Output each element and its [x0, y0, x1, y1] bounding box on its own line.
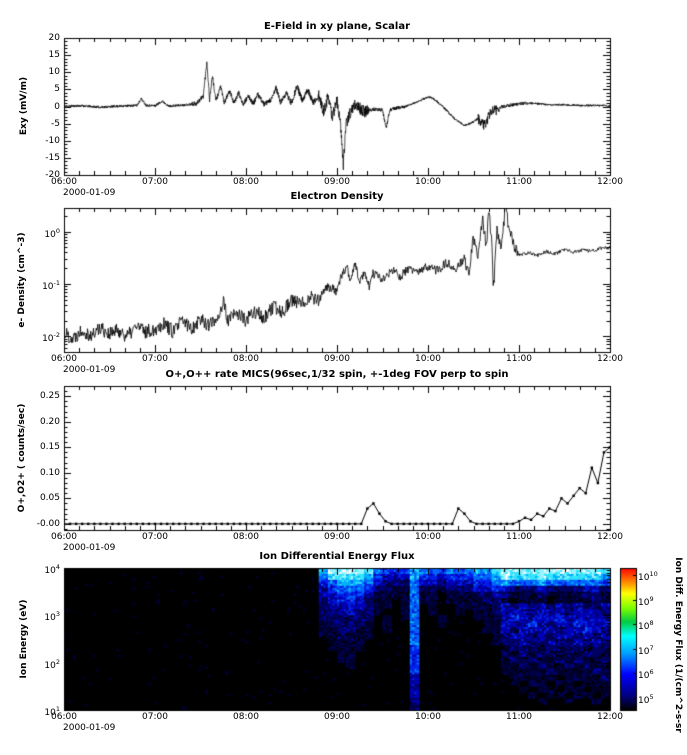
ion-rate-x-tick-label: 11:00 — [506, 532, 532, 542]
electron-density-y-tick-label: 100 — [44, 226, 60, 240]
colorbar-tick-label: 108 — [638, 619, 654, 633]
efield-x-tick-label: 10:00 — [415, 177, 441, 187]
efield-y-tick-label: -10 — [45, 135, 60, 146]
colorbar-tick-label: 107 — [638, 643, 654, 657]
ion-flux-y-tick-label: 101 — [44, 705, 60, 718]
ion-rate-y-tick-label: 0.10 — [39, 467, 60, 478]
ion-rate-x-tick-label: 10:00 — [415, 532, 441, 542]
ion-rate-y-tick-label: 0.15 — [39, 442, 60, 453]
colorbar-tick-label: 1010 — [638, 570, 658, 584]
ion-flux-x-tick-label: 09:00 — [324, 712, 350, 722]
efield-y-tick-label: -15 — [45, 152, 60, 163]
ion-flux-x-tick-label: 07:00 — [142, 712, 168, 722]
ion-rate-y-tick-label: 0.25 — [39, 391, 60, 402]
colorbar-axis-label: Ion Diff. Energy Flux (1/(cm^2-s-sr — [673, 557, 683, 733]
efield-x-tick-label: 08:00 — [233, 177, 259, 187]
efield-y-tick-label: -20 — [45, 170, 60, 180]
ion-flux-y-tick-label: 104 — [44, 563, 60, 576]
ion-rate-y-tick-label: 0.20 — [39, 416, 60, 427]
ion-rate-x-tick-label: 06:00 — [51, 532, 77, 542]
colorbar-tick-label: 105 — [638, 692, 654, 706]
ion-flux-x-tick-label: 08:00 — [233, 712, 259, 722]
efield-x-tick-label: 11:00 — [506, 177, 532, 187]
electron-density-x-tick-label: 12:00 — [597, 354, 623, 364]
efield-y-tick-label: 20 — [48, 33, 60, 43]
efield-title: E-Field in xy plane, Scalar — [263, 21, 411, 32]
efield-date-label: 2000-01-09 — [63, 188, 116, 198]
efield-y-tick-label: -5 — [51, 118, 60, 129]
ion-flux-x-tick-label: 10:00 — [415, 712, 441, 722]
efield-x-tick-label: 09:00 — [324, 177, 350, 187]
ion-rate-x-tick-label: 09:00 — [324, 532, 350, 542]
efield-y-tick-label: 10 — [48, 67, 60, 78]
ion-flux-y-tick-label: 102 — [44, 657, 60, 671]
ion-flux-date-label: 2000-01-09 — [63, 723, 116, 733]
electron-density-title: Electron Density — [290, 191, 384, 202]
electron-density-x-tick-label: 06:00 — [51, 354, 77, 364]
ion-rate-date-label: 2000-01-09 — [63, 543, 116, 553]
ion-rate-x-tick-label: 07:00 — [142, 532, 168, 542]
electron-density-x-tick-label: 11:00 — [506, 354, 532, 364]
electron-density-x-tick-label: 10:00 — [415, 354, 441, 364]
efield-y-tick-label: 0 — [54, 101, 60, 112]
electron-density-x-tick-label: 08:00 — [233, 354, 259, 364]
ion-rate-y-tick-label: -0.00 — [36, 518, 60, 529]
efield-x-tick-label: 12:00 — [597, 177, 623, 187]
ion-rate-title: O+,O++ rate MICS(96sec,1/32 spin, +-1deg… — [165, 369, 509, 380]
ion-rate-x-tick-label: 12:00 — [597, 532, 623, 542]
colorbar-tick-label: 109 — [638, 594, 654, 608]
electron-density-y-tick-label: 10-2 — [42, 331, 60, 345]
colorbar-tick-label: 106 — [638, 668, 654, 682]
efield-y-tick-label: 15 — [48, 50, 60, 61]
efield-x-tick-label: 06:00 — [51, 177, 77, 187]
ion-flux-x-tick-label: 12:00 — [597, 712, 623, 722]
ion-flux-x-tick-label: 11:00 — [506, 712, 532, 722]
electron-density-y-tick-label: 10-1 — [42, 278, 60, 292]
ion-rate-x-tick-label: 08:00 — [233, 532, 259, 542]
electron-density-date-label: 2000-01-09 — [63, 365, 116, 375]
electron-density-x-tick-label: 09:00 — [324, 354, 350, 364]
ion-flux-title: Ion Differential Energy Flux — [259, 551, 415, 562]
ion-rate-y-tick-label: 0.05 — [39, 493, 60, 504]
efield-x-tick-label: 07:00 — [142, 177, 168, 187]
electron-density-x-tick-label: 07:00 — [142, 354, 168, 364]
ion-flux-x-tick-label: 06:00 — [51, 712, 77, 722]
efield-y-tick-label: 5 — [54, 84, 60, 95]
ion-flux-y-tick-label: 103 — [44, 610, 60, 624]
